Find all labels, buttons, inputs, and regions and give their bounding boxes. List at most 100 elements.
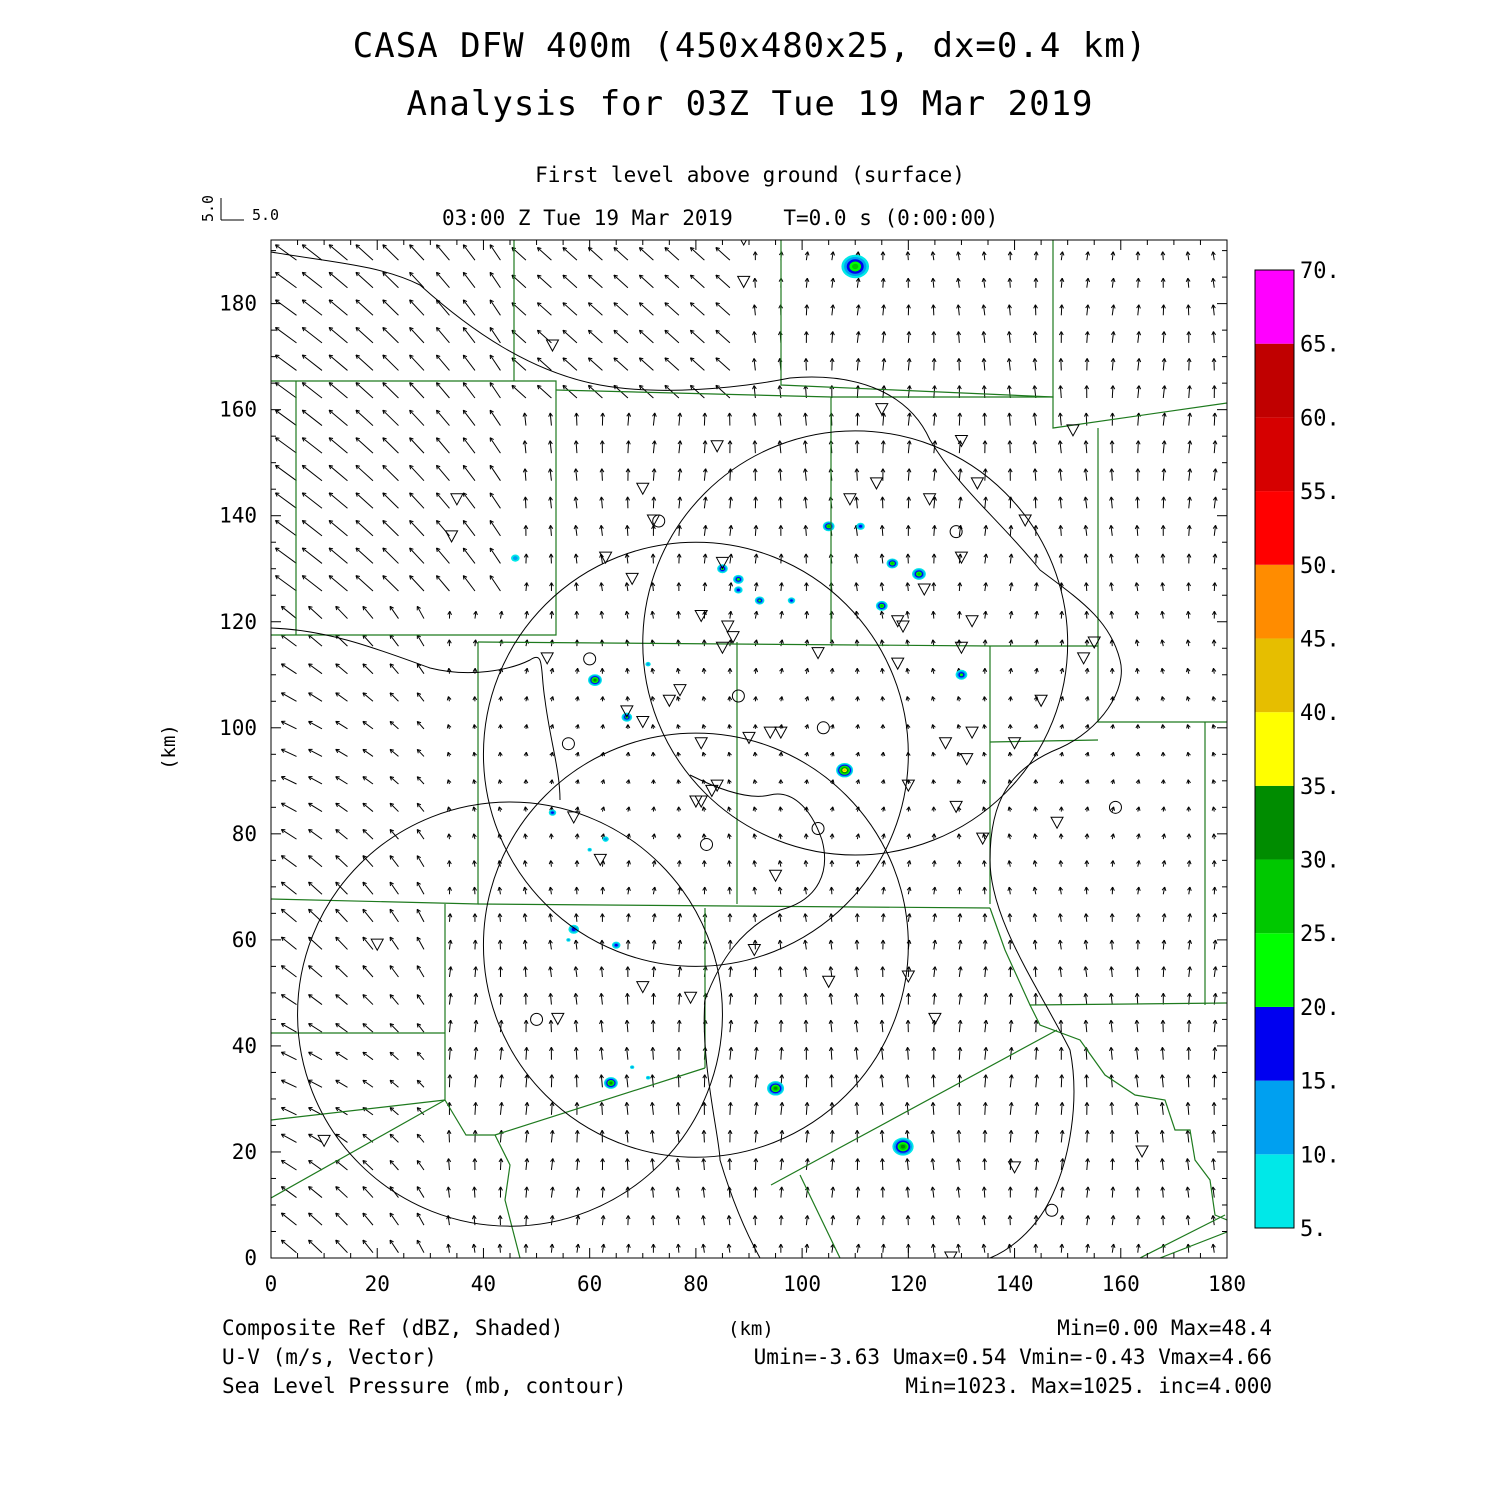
station-circle-marker xyxy=(1045,1203,1059,1217)
station-triangle-marker xyxy=(763,726,778,740)
county-line xyxy=(271,380,557,636)
station-triangle-marker xyxy=(370,938,385,952)
radar-range-ring xyxy=(642,430,1069,856)
reflectivity-echo xyxy=(754,596,765,605)
station-triangle-marker xyxy=(673,684,687,697)
footer-stat-reflectivity: Min=0.00 Max=48.4 xyxy=(1057,1316,1272,1340)
station-triangle-marker xyxy=(598,551,613,565)
x-tick-label: 80 xyxy=(683,1272,708,1296)
station-markers xyxy=(317,240,1149,1258)
station-triangle-marker xyxy=(694,737,709,750)
radar-rings xyxy=(297,430,1069,1227)
station-circle-marker xyxy=(811,822,825,836)
station-circle-marker xyxy=(816,721,830,735)
station-triangle-marker xyxy=(768,869,783,883)
reflectivity-echo xyxy=(645,661,651,667)
reflectivity-echo xyxy=(892,1137,914,1156)
station-triangle-marker xyxy=(928,1012,942,1026)
reflectivity-echo xyxy=(630,1065,635,1069)
station-triangle-marker xyxy=(736,275,751,289)
station-triangle-marker xyxy=(843,493,857,506)
footer-field-contour: Sea Level Pressure (mb, contour) xyxy=(222,1374,627,1398)
reflectivity-echo xyxy=(602,836,609,842)
county-line xyxy=(271,1099,446,1121)
x-tick-label: 120 xyxy=(889,1272,927,1296)
station-triangle-marker xyxy=(747,943,762,957)
station-circle-marker xyxy=(530,1012,544,1026)
station-triangle-marker xyxy=(317,1134,331,1148)
station-circle-marker xyxy=(949,525,963,539)
colorbar-segment xyxy=(1255,564,1294,639)
county-line xyxy=(1159,1231,1227,1258)
station-triangle-marker xyxy=(1087,636,1102,650)
pressure-contour-isoline xyxy=(271,627,561,801)
pressure-contour-isoline xyxy=(271,251,1122,1258)
reflectivity-echo xyxy=(587,847,592,852)
station-triangle-marker xyxy=(742,731,756,745)
colorbar-segment xyxy=(1255,270,1294,344)
station-triangle-marker xyxy=(965,726,979,740)
station-triangle-marker xyxy=(1034,694,1048,708)
station-triangle-marker xyxy=(694,609,709,623)
station-triangle-marker xyxy=(811,647,825,660)
colorbar-label: 30. xyxy=(1300,849,1340,874)
reflectivity-echo xyxy=(856,522,865,530)
station-triangle-marker xyxy=(635,482,650,496)
colorbar-segment xyxy=(1255,933,1294,1007)
colorbar-label: 60. xyxy=(1300,406,1340,431)
colorbar-label: 65. xyxy=(1300,333,1340,358)
reflectivity-echo xyxy=(767,1081,785,1096)
station-triangle-marker xyxy=(625,572,639,586)
reflectivity-echo xyxy=(836,762,854,778)
station-triangle-marker xyxy=(726,631,740,644)
radar-range-ring xyxy=(482,732,909,1158)
station-triangle-marker xyxy=(896,620,910,634)
colorbar-label: 70. xyxy=(1300,259,1340,284)
station-triangle-marker xyxy=(689,795,703,809)
station-triangle-marker xyxy=(715,556,730,570)
reflectivity-echo xyxy=(886,558,899,569)
station-triangle-marker xyxy=(635,981,650,994)
station-triangle-marker xyxy=(949,800,963,814)
reflectivity-echo xyxy=(875,600,888,611)
station-circle-marker xyxy=(700,837,714,851)
x-tick-label: 140 xyxy=(996,1272,1034,1296)
station-triangle-marker xyxy=(710,779,724,793)
y-tick-label: 0 xyxy=(244,1246,257,1270)
station-triangle-marker xyxy=(901,970,916,984)
station-triangle-marker xyxy=(774,726,788,740)
county-line xyxy=(799,1174,841,1258)
station-triangle-marker xyxy=(450,493,464,506)
colorbar-segment xyxy=(1255,343,1294,418)
county-line xyxy=(989,907,1227,1006)
county-line xyxy=(477,641,1098,647)
station-triangle-marker xyxy=(874,403,889,416)
x-axis-label: (km) xyxy=(728,1318,774,1340)
station-triangle-marker xyxy=(975,832,990,846)
y-tick-label: 160 xyxy=(219,398,257,422)
radar-range-ring xyxy=(482,541,909,967)
station-circle-marker xyxy=(561,737,575,751)
y-axis-label: (km) xyxy=(158,724,180,770)
colorbar-segment xyxy=(1255,859,1294,934)
reflectivity-echo xyxy=(645,1075,651,1080)
county-line xyxy=(555,389,832,642)
colorbar-label: 10. xyxy=(1300,1143,1340,1168)
colorbar-label: 25. xyxy=(1300,922,1340,947)
station-triangle-marker xyxy=(646,514,661,528)
station-triangle-marker xyxy=(540,652,555,665)
station-triangle-marker xyxy=(1076,652,1091,665)
plot-frame xyxy=(270,239,1228,1259)
vector-key-u-label: 5.0 xyxy=(252,206,279,224)
station-circle-marker xyxy=(1108,800,1122,814)
station-triangle-marker xyxy=(954,551,969,565)
colorbar-segment xyxy=(1255,1080,1294,1155)
station-triangle-marker xyxy=(954,434,969,448)
station-triangle-marker xyxy=(1066,424,1080,437)
vector-key: 5.0 5.0 xyxy=(199,195,279,224)
reflectivity-echo xyxy=(588,674,602,686)
station-triangle-marker xyxy=(901,779,916,793)
x-tick-label: 160 xyxy=(1102,1272,1140,1296)
station-triangle-marker xyxy=(704,784,719,798)
y-tick-label: 100 xyxy=(219,716,257,740)
